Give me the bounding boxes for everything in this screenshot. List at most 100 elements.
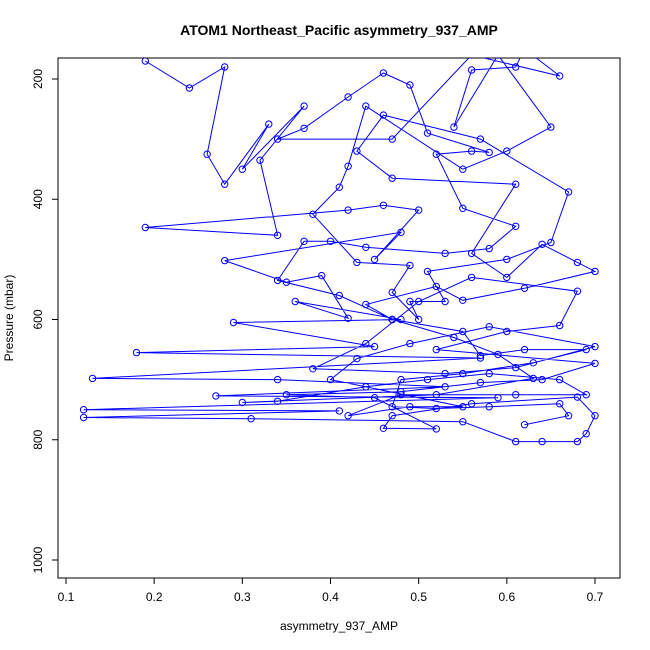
data-point: [318, 271, 326, 280]
data-point: [415, 206, 423, 214]
data-point: [538, 375, 546, 384]
data-point: [141, 58, 149, 65]
data-point: [291, 297, 299, 306]
data-point: [538, 437, 546, 446]
data-point: [512, 180, 520, 188]
data-point: [362, 102, 370, 110]
data-point: [79, 406, 88, 414]
data-point: [512, 363, 520, 372]
data-point: [282, 278, 291, 286]
data-point: [450, 123, 458, 131]
data-point: [459, 327, 467, 336]
data-point: [459, 204, 467, 213]
data-point: [591, 412, 599, 420]
data-point: [476, 135, 485, 143]
data-point: [503, 255, 511, 264]
data-point: [432, 150, 440, 158]
series-line: [83, 58, 597, 443]
data-point: [362, 339, 370, 348]
data-point: [335, 183, 343, 191]
data-point: [582, 430, 590, 438]
x-axis-title: asymmetry_937_AMP: [280, 619, 398, 633]
data-point: [370, 394, 379, 402]
data-point: [370, 255, 379, 264]
data-point: [529, 359, 537, 367]
data-point: [132, 348, 141, 357]
data-point: [582, 391, 590, 399]
data-point: [467, 273, 476, 282]
data-point: [556, 321, 564, 330]
data-point: [141, 223, 150, 232]
data-point: [282, 391, 291, 399]
data-point: [300, 102, 308, 110]
data-point: [256, 156, 264, 164]
data-point: [406, 81, 414, 89]
data-point: [221, 256, 229, 265]
data-point: [397, 375, 405, 384]
data-point: [582, 345, 590, 354]
data-point: [494, 394, 502, 402]
data-point: [344, 412, 352, 420]
data-point: [300, 237, 308, 246]
data-point: [370, 342, 379, 351]
data-point: [459, 369, 467, 378]
data-point: [344, 206, 352, 214]
data-point: [432, 345, 440, 354]
data-point: [388, 315, 396, 324]
data-point: [273, 375, 282, 384]
data-point: [406, 339, 414, 348]
data-point: [344, 314, 352, 322]
data-point: [362, 243, 370, 252]
data-point: [573, 258, 582, 267]
data-point: [397, 315, 405, 324]
x-tick-label: 0.7: [587, 590, 604, 604]
data-point: [459, 165, 467, 173]
data-point: [432, 425, 440, 433]
data-point: [423, 375, 432, 384]
data-point: [388, 412, 396, 420]
data-point: [388, 403, 396, 411]
data-point: [485, 244, 493, 253]
data-point: [450, 333, 458, 342]
data-point: [432, 404, 440, 413]
data-point: [485, 403, 493, 411]
data-point: [326, 375, 335, 384]
data-point: [406, 403, 414, 411]
data-point: [432, 282, 440, 291]
data-point: [423, 267, 432, 276]
data-point: [512, 391, 520, 399]
data-point: [273, 135, 282, 143]
y-tick-label: 200: [31, 69, 45, 89]
x-tick-label: 0.4: [322, 590, 339, 604]
data-point: [79, 413, 88, 422]
y-tick-label: 800: [31, 429, 45, 449]
data-point: [469, 58, 474, 59]
data-point: [573, 437, 582, 446]
x-tick-label: 0.6: [498, 590, 515, 604]
data-point: [203, 150, 211, 158]
data-point: [459, 403, 467, 411]
data-point: [591, 267, 599, 276]
data-point: [476, 378, 485, 387]
data-point: [238, 398, 247, 407]
x-axis: 0.1 0.2 0.3 0.4 0.5 0.6 0.7: [58, 577, 604, 604]
data-point: [247, 415, 255, 423]
data-point: [564, 188, 573, 196]
data-point: [495, 58, 501, 59]
data-point: [512, 222, 520, 231]
data-point: [300, 124, 308, 133]
data-point: [467, 400, 476, 408]
data-point: [476, 354, 485, 362]
data-point: [397, 388, 405, 396]
data-point: [353, 258, 361, 267]
data-point: [494, 350, 502, 359]
data-point: [273, 276, 282, 285]
data-point: [362, 300, 370, 309]
data-point: [441, 297, 449, 306]
data-point: [344, 162, 352, 170]
data-point: [388, 135, 396, 143]
data-point: [379, 69, 388, 77]
data-point: [485, 148, 493, 157]
